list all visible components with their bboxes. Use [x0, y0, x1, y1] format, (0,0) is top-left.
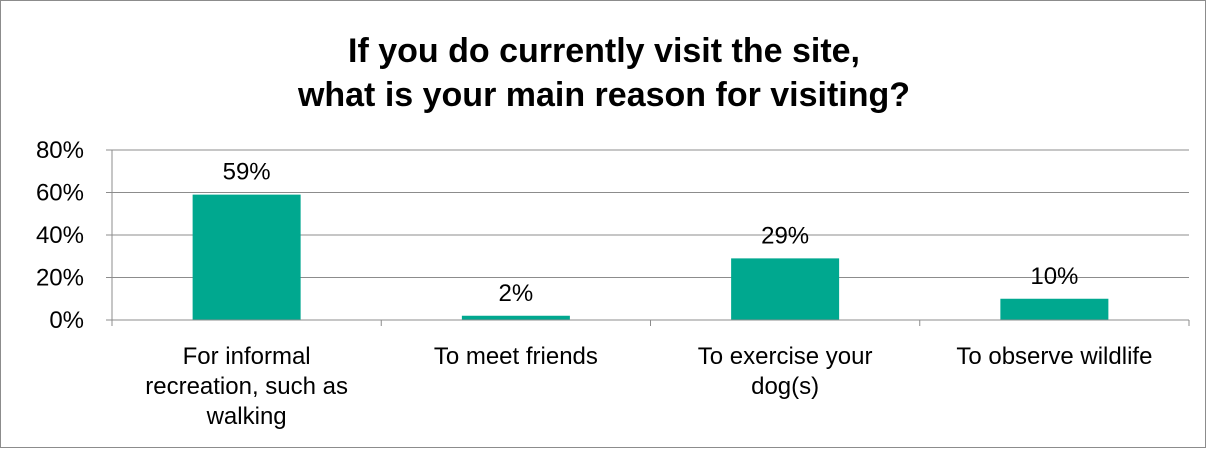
y-tick-label: 60% — [36, 180, 84, 207]
category-label: To exercise your — [698, 343, 873, 370]
y-tick-label: 20% — [36, 265, 84, 292]
data-label: 10% — [1030, 263, 1078, 290]
category-label: To meet friends — [434, 343, 598, 370]
bar — [731, 258, 839, 320]
category-label: dog(s) — [751, 373, 819, 400]
data-label: 2% — [499, 280, 534, 307]
data-label: 29% — [761, 222, 809, 249]
bar — [193, 195, 301, 320]
y-tick-label: 0% — [49, 307, 84, 334]
bar — [462, 316, 570, 320]
category-label: recreation, such as — [145, 373, 348, 400]
data-label: 59% — [223, 159, 271, 186]
y-tick-label: 80% — [36, 137, 84, 164]
y-tick-label: 40% — [36, 222, 84, 249]
category-label: To observe wildlife — [956, 343, 1152, 370]
bar — [1000, 299, 1108, 320]
category-label: For informal — [183, 343, 311, 370]
category-label: walking — [206, 403, 287, 430]
